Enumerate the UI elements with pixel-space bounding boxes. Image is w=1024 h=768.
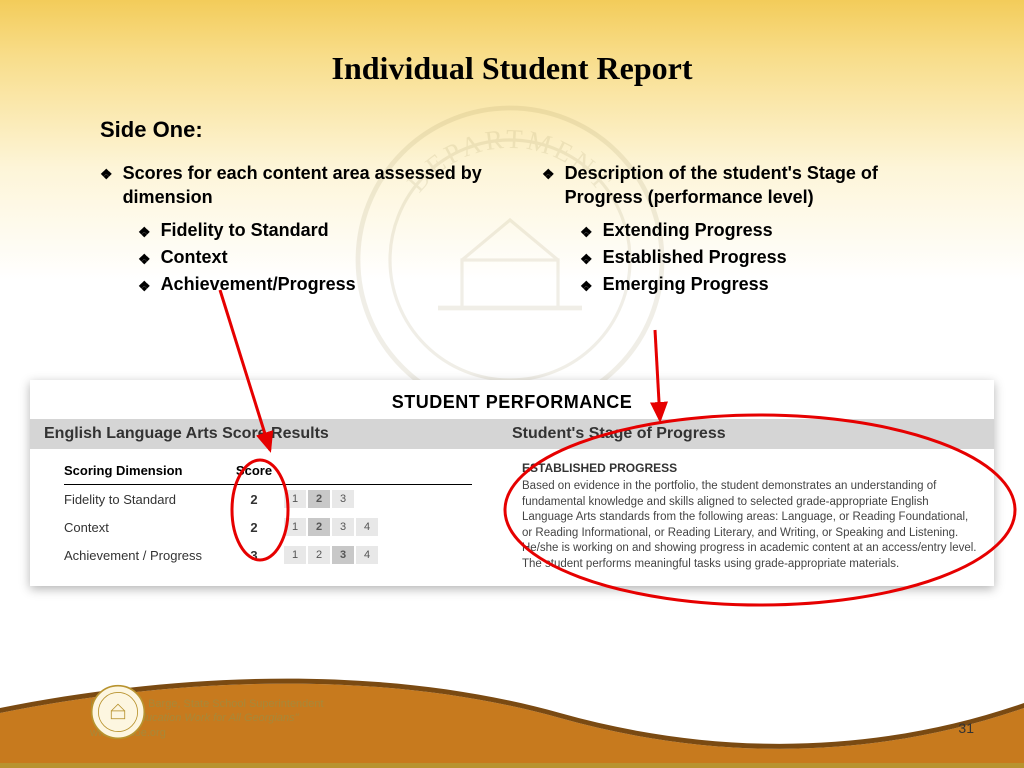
score-row-dimension: Fidelity to Standard — [64, 492, 224, 507]
scale-box: 3 — [332, 490, 354, 508]
footer: Dr. John D. Barge, State School Superint… — [0, 658, 1024, 768]
performance-panel: STUDENT PERFORMANCE English Language Art… — [30, 380, 994, 586]
scale-box: 1 — [284, 546, 306, 564]
scale-box: 4 — [356, 546, 378, 564]
score-row-value: 2 — [224, 520, 284, 535]
score-row: Achievement / Progress31234 — [64, 541, 472, 569]
scale-box: 1 — [284, 518, 306, 536]
page-number: 31 — [958, 720, 974, 736]
scale-box: 2 — [308, 518, 330, 536]
score-row-value: 3 — [224, 548, 284, 563]
footer-seal-icon — [90, 684, 146, 740]
section-heading-left: English Language Arts Score Results — [44, 425, 512, 443]
right-sub-2: Emerging Progress — [603, 274, 769, 295]
left-sub-0: Fidelity to Standard — [161, 220, 329, 241]
right-main-bullet: Description of the student's Stage of Pr… — [565, 161, 924, 210]
section-heading-right: Student's Stage of Progress — [512, 425, 980, 443]
score-row-scale: 1234 — [284, 518, 378, 536]
scale-box: 3 — [332, 518, 354, 536]
score-row-scale: 1234 — [284, 546, 378, 564]
right-sub-0: Extending Progress — [603, 220, 773, 241]
right-column: ❖Description of the student's Stage of P… — [542, 161, 924, 301]
subtitle: Side One: — [100, 117, 944, 143]
page-title: Individual Student Report — [80, 50, 944, 87]
panel-title: STUDENT PERFORMANCE — [30, 380, 994, 419]
scale-box: 2 — [308, 546, 330, 564]
score-row-dimension: Achievement / Progress — [64, 548, 224, 563]
scale-box: 1 — [284, 490, 306, 508]
progress-title: ESTABLISHED PROGRESS — [522, 461, 980, 475]
scale-box: 2 — [308, 490, 330, 508]
score-row-dimension: Context — [64, 520, 224, 535]
left-main-bullet: Scores for each content area assessed by… — [123, 161, 482, 210]
progress-text: Based on evidence in the portfolio, the … — [522, 479, 980, 572]
score-row-scale: 123 — [284, 490, 354, 508]
scale-box: 4 — [356, 518, 378, 536]
score-row-value: 2 — [224, 492, 284, 507]
left-sub-1: Context — [161, 247, 228, 268]
score-header-dimension: Scoring Dimension — [64, 463, 224, 478]
scale-box: 3 — [332, 546, 354, 564]
score-header-score: Score — [224, 463, 284, 478]
score-row: Context21234 — [64, 513, 472, 541]
score-row: Fidelity to Standard2123 — [64, 485, 472, 513]
left-column: ❖Scores for each content area assessed b… — [100, 161, 482, 301]
left-sub-2: Achievement/Progress — [161, 274, 356, 295]
right-sub-1: Established Progress — [603, 247, 787, 268]
